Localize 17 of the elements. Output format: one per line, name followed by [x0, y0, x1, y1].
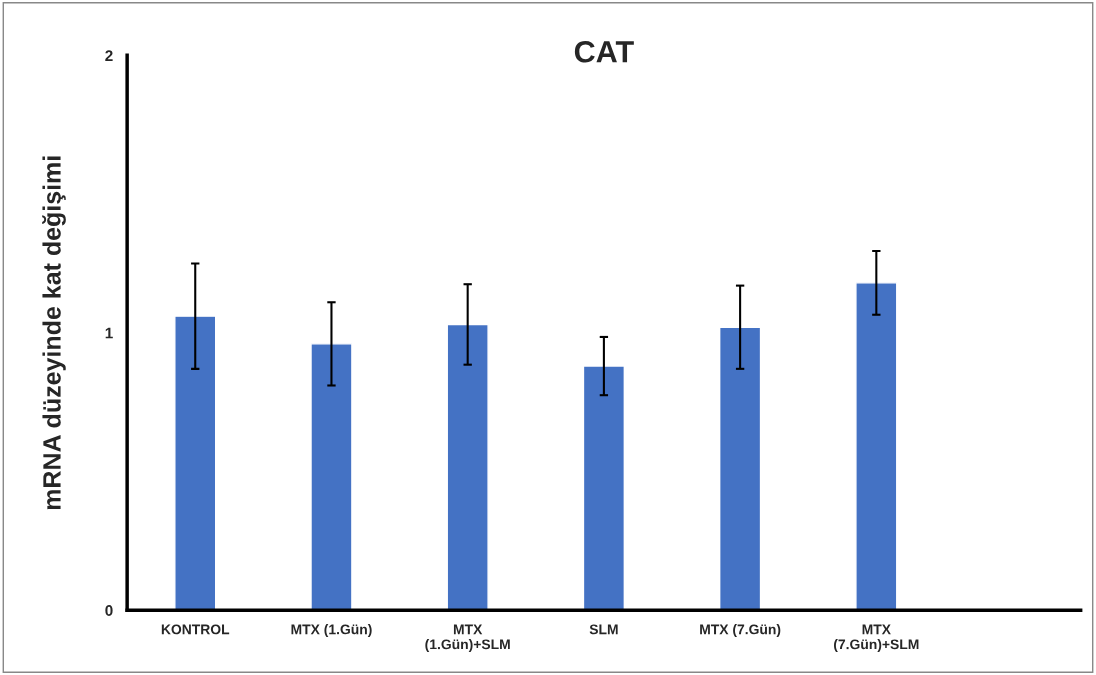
y-axis-title: mRNA düzeyinde kat değişimi	[42, 156, 66, 510]
x-tick-label: MTX (7.Gün)	[700, 624, 781, 638]
x-tick-label: MTX (1.Gün)+SLM	[425, 624, 510, 652]
x-tick-label: SLM	[589, 624, 618, 635]
bar	[855, 282, 898, 611]
bar	[582, 365, 626, 611]
y-tick-label: 0	[105, 605, 113, 616]
x-tick-label: MTX (7.Gün)+SLM	[834, 624, 919, 652]
x-tick-label: MTX (1.Gün)	[291, 624, 372, 638]
bar	[174, 315, 217, 611]
bar	[446, 323, 489, 611]
y-tick-label: 2	[105, 50, 113, 61]
x-tick-label: KONTROL	[161, 624, 230, 635]
bar	[718, 326, 762, 611]
bar	[310, 343, 353, 611]
y-tick-label: 1	[105, 327, 113, 339]
chart-title: CAT	[574, 40, 634, 63]
